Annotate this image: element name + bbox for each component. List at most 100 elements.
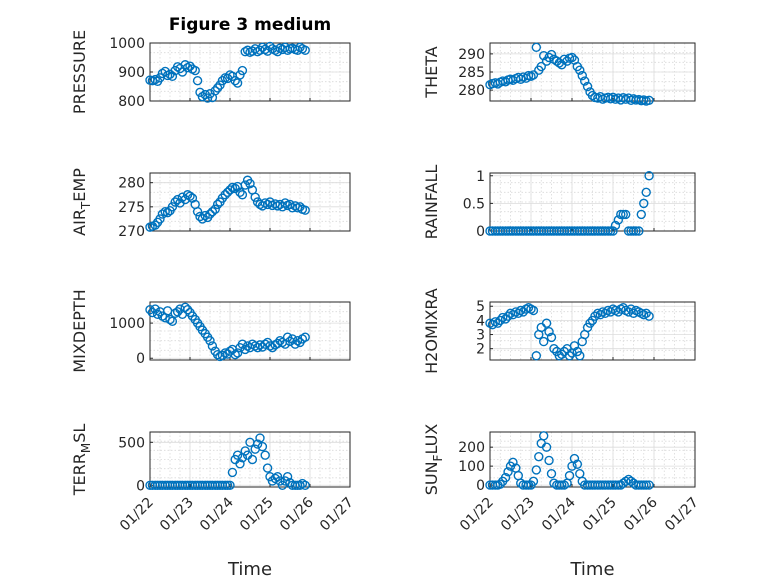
data-point [539,336,549,347]
data-point [610,220,621,231]
data-point [220,190,230,200]
data-point [528,305,539,316]
data-point [528,476,539,487]
axes-frame [149,431,351,488]
data-point [207,341,218,351]
data-point [210,86,220,96]
y-tick-label: 4 [476,313,485,329]
data-point [644,311,654,321]
x-tick-label: 01/27 [662,495,702,535]
series-markers [485,42,654,106]
data-point [577,70,587,81]
y-tick-label: 0 [136,351,145,367]
data-point [544,455,554,466]
data-point [212,199,223,210]
data-point [536,61,546,72]
x-axis-label: Time [227,559,272,580]
axes-frame [149,172,351,232]
data-point [167,202,178,212]
data-point [600,308,610,319]
data-point [300,45,310,55]
data-point [250,192,260,202]
x-axis-label: Time [569,559,614,580]
data-point [260,450,270,460]
data-point [500,314,511,324]
axes-frame [489,301,696,361]
data-point [567,52,577,63]
data-point [580,76,590,86]
data-point [180,60,190,70]
data-point [152,309,163,320]
y-axis-label: MIXDEPTH [70,289,89,372]
data-point [534,451,544,462]
y-tick-label: 280 [458,83,485,99]
data-point [500,472,511,483]
data-point [165,314,175,325]
data-point [503,467,513,477]
figure-title: Figure 3 medium [169,15,331,35]
y-axis-label: TERRMSL [70,424,93,497]
data-point [232,78,243,88]
data-point [292,335,303,346]
data-point [608,226,618,236]
data-point [210,204,220,214]
subplot-rainfall: 0 0.5 1 RAINFALL [422,165,696,240]
data-point [212,83,223,93]
subplot-sun_flux: 01/22 01/23 01/24 01/25 01/26 01/27 0 100 200 SUN… [422,424,702,580]
data-point [549,343,559,354]
subplot-terr_msl: 01/22 01/23 01/24 01/25 01/26 01/27 0 500 TERRMS… [70,424,357,580]
data-point [257,441,268,452]
data-point [150,304,160,314]
data-point [582,81,593,92]
data-point [634,226,644,236]
data-point [595,310,605,320]
y-axis-label: PRESSURE [70,30,89,114]
data-point [564,470,575,481]
y-tick-label: 5 [476,299,485,315]
data-point [546,49,557,60]
data-point [631,226,641,236]
series-markers [485,431,654,490]
data-point [590,311,600,321]
data-point [235,459,245,469]
x-tick-label: 01/25 [237,495,277,535]
data-point [182,305,193,315]
data-point [155,214,165,224]
data-point [508,457,518,468]
x-tick-label: 01/22 [457,495,497,535]
data-point [636,209,646,220]
data-point [260,44,270,55]
data-point [539,431,549,441]
data-point [300,205,310,215]
data-point [227,467,238,478]
data-point [508,310,518,320]
y-tick-label: 100 [458,459,485,475]
data-point [644,95,654,105]
data-point [541,442,552,452]
y-tick-label: 0 [476,478,485,494]
data-point [247,454,258,465]
y-axis-label: H2OMIXRA [422,288,441,374]
data-point [513,308,523,319]
data-point [162,207,173,218]
data-point [245,178,255,189]
y-axis-label: SUNFLUX [422,424,445,496]
data-point [237,65,248,76]
data-point [190,65,200,76]
data-point [613,215,624,225]
x-tick-label: 01/26 [277,494,317,534]
data-point [192,206,203,217]
data-point [541,318,552,328]
data-point [217,350,228,361]
data-point [262,463,273,473]
data-point [282,471,293,482]
data-point [150,220,160,230]
data-point [222,187,233,198]
data-point [531,351,542,361]
data-point [255,433,265,443]
y-tick-label: 800 [118,94,145,110]
data-point [493,318,503,328]
data-point [145,305,155,315]
